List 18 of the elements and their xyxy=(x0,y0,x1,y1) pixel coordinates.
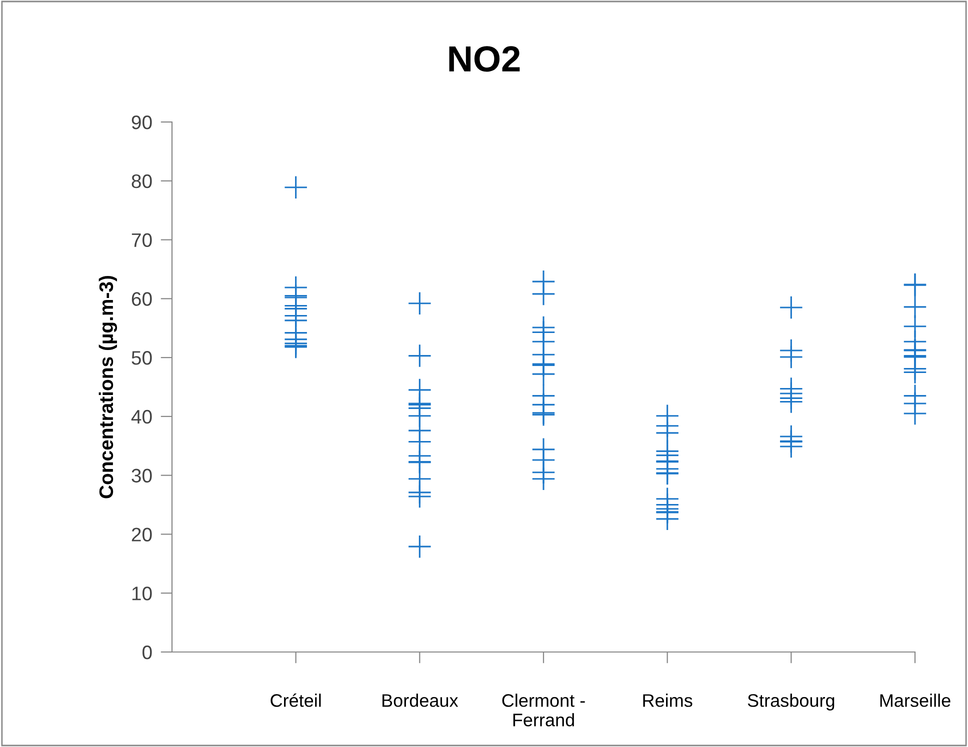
y-tick-label: 20 xyxy=(132,528,152,542)
y-tick-label: 10 xyxy=(132,586,152,600)
x-tick-label: Reims xyxy=(643,694,692,707)
x-tick-label: Marseille xyxy=(880,694,950,707)
y-tick-label: 40 xyxy=(131,410,152,424)
y-tick-label: 50 xyxy=(132,351,152,365)
y-tick-label: 90 xyxy=(132,115,152,130)
x-tick-label: Créteil xyxy=(270,693,321,707)
x-tick-label: Bordeaux xyxy=(382,694,458,707)
x-tick-label: Clermont - Ferrand xyxy=(502,694,585,726)
y-tick-label: 60 xyxy=(132,292,152,306)
y-tick-label: 70 xyxy=(132,233,152,248)
y-tick-label: 0 xyxy=(142,645,152,660)
y-tick-label: 80 xyxy=(132,174,152,188)
y-axis-title: Concentrations (µg.m-3) xyxy=(98,276,118,498)
chart-title: NO2 xyxy=(449,46,520,72)
y-tick-label: 30 xyxy=(132,468,152,483)
x-tick-label: Strasbourg xyxy=(748,694,834,710)
